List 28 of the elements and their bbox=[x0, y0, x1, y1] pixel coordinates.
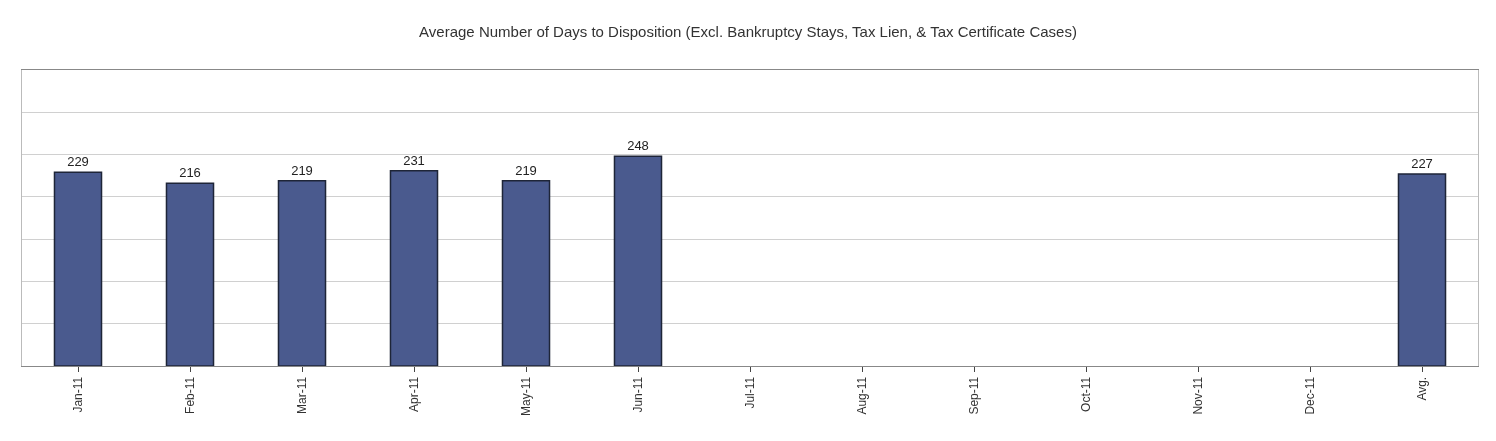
x-tick-label: Mar-11 bbox=[294, 376, 309, 414]
x-tick-label: Sep-11 bbox=[966, 376, 981, 415]
x-tick-label: Nov-11 bbox=[1190, 376, 1205, 415]
bar bbox=[277, 180, 327, 366]
x-tick-label: Oct-11 bbox=[1078, 376, 1093, 412]
data-label: 229 bbox=[67, 154, 89, 170]
data-label: 219 bbox=[515, 162, 537, 178]
x-tick-label: Jul-11 bbox=[742, 376, 757, 409]
bar bbox=[613, 155, 663, 366]
bar bbox=[389, 169, 439, 366]
x-tick-label: May-11 bbox=[518, 376, 533, 416]
chart-title: Average Number of Days to Disposition (Excl. Bankruptcy Stays, Tax Lien, & Tax Certificate Cases) bbox=[419, 22, 1077, 40]
x-tick-label: Apr-11 bbox=[406, 376, 421, 412]
bar bbox=[501, 180, 551, 366]
data-label: 219 bbox=[291, 162, 313, 178]
x-tick-label: Feb-11 bbox=[182, 376, 197, 414]
data-label: 231 bbox=[403, 152, 425, 168]
data-label: 216 bbox=[179, 165, 201, 181]
x-tick-label: Avg. bbox=[1414, 376, 1429, 401]
bar bbox=[165, 182, 215, 366]
bar bbox=[53, 171, 103, 366]
x-tick-label: Jun-11 bbox=[630, 376, 645, 413]
data-label: 227 bbox=[1411, 156, 1433, 172]
x-tick-label: Aug-11 bbox=[854, 376, 869, 415]
x-tick-label: Dec-11 bbox=[1302, 376, 1317, 415]
data-label: 248 bbox=[627, 138, 649, 154]
x-tick-label: Jan-11 bbox=[70, 376, 85, 413]
bar bbox=[1397, 173, 1447, 366]
